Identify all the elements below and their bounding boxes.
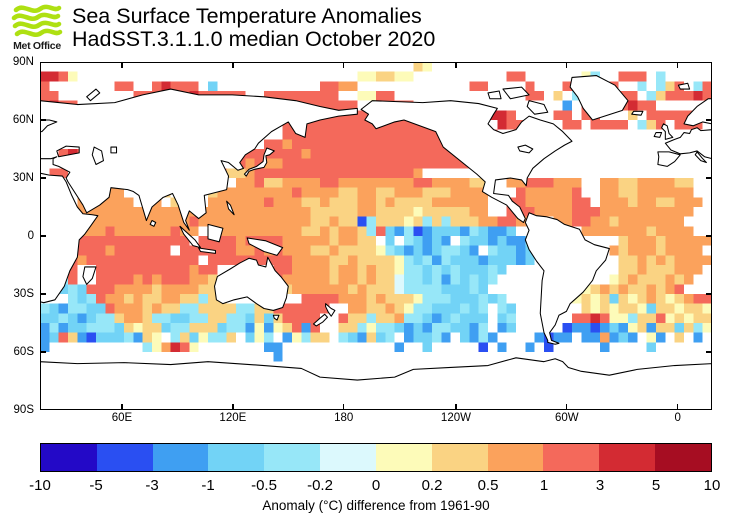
x-tick-label: 60E bbox=[111, 412, 133, 424]
x-tick-label: 120W bbox=[440, 412, 471, 424]
colorbar-caption: Anomaly (°C) difference from 1961-90 bbox=[262, 498, 490, 513]
met-office-logo: Met Office bbox=[8, 4, 66, 56]
colorbar-segment bbox=[599, 444, 656, 471]
land-ireland bbox=[653, 132, 663, 138]
y-tick-label: 30S bbox=[13, 288, 34, 300]
met-office-waves-icon bbox=[11, 4, 63, 37]
x-tick-label: 0 bbox=[674, 412, 681, 424]
y-axis-labels: 90N 60N 30N 0 30S 60S 90S bbox=[0, 56, 37, 416]
colorbar-tick-label: -0.2 bbox=[307, 477, 333, 494]
land-sumatra bbox=[179, 225, 202, 249]
colorbar-tick-label: -10 bbox=[29, 477, 51, 494]
land-greenland bbox=[569, 75, 629, 121]
y-tick-label: 30N bbox=[12, 171, 34, 184]
met-office-logo-text: Met Office bbox=[13, 40, 61, 52]
land-java bbox=[198, 247, 216, 254]
land-new-zealand-north bbox=[325, 303, 336, 317]
land-uk bbox=[661, 123, 674, 140]
colorbar-segment bbox=[96, 444, 153, 471]
colorbar-tick-label: 3 bbox=[595, 477, 605, 494]
colorbar-tick-label: 0 bbox=[371, 477, 381, 494]
land-north-america bbox=[360, 100, 573, 223]
y-tick-label: 90S bbox=[13, 404, 34, 416]
title-line-1: Sea Surface Temperature Anomalies bbox=[72, 4, 422, 28]
land-japan bbox=[243, 147, 275, 177]
land-tasmania bbox=[272, 314, 280, 321]
colorbar-tick-label: 5 bbox=[651, 477, 661, 494]
land-new-zealand-south bbox=[312, 313, 328, 327]
colorbar-segment bbox=[543, 444, 600, 471]
colorbar-segment bbox=[320, 444, 376, 471]
land-new-guinea bbox=[246, 237, 284, 256]
colorbar-tick-label: -5 bbox=[89, 477, 103, 494]
land-australia bbox=[214, 256, 289, 311]
colorbar bbox=[40, 443, 712, 472]
land-italy bbox=[694, 151, 707, 164]
title-line-2: HadSST.3.1.1.0 median October 2020 bbox=[72, 27, 436, 51]
colorbar-segment bbox=[152, 444, 209, 471]
colorbar-segment bbox=[264, 444, 321, 471]
colorbar-segment bbox=[655, 444, 711, 471]
y-tick-label: 0 bbox=[27, 230, 34, 242]
land-borneo bbox=[207, 223, 224, 243]
colorbar-tick-label: 0.2 bbox=[421, 477, 443, 494]
land-arctic-islands bbox=[86, 82, 691, 115]
colorbar-labels: -10 -5 -3 -1 -0.5 -0.2 0 0.2 0.5 1 3 5 10 bbox=[29, 477, 720, 495]
colorbar-segment bbox=[375, 444, 432, 471]
x-tick-label: 180 bbox=[334, 412, 354, 424]
land-iceland bbox=[631, 110, 644, 116]
land-sri-lanka bbox=[149, 220, 157, 227]
chart-title: Sea Surface Temperature Anomalies HadSST… bbox=[72, 5, 435, 51]
world-anomaly-map bbox=[40, 62, 712, 410]
y-tick-label: 60N bbox=[12, 114, 34, 126]
land-philippines bbox=[226, 200, 235, 216]
land-south-america bbox=[524, 212, 610, 345]
colorbar-tick-label: 0.5 bbox=[477, 477, 499, 494]
land-scandinavia bbox=[683, 98, 712, 127]
anomaly-grid bbox=[40, 62, 712, 362]
y-tick-label: 90N bbox=[12, 56, 34, 68]
colorbar-tick-label: -1 bbox=[201, 477, 215, 494]
colorbar-segment bbox=[208, 444, 265, 471]
land-europe-west bbox=[664, 127, 712, 160]
colorbar-tick-label: 1 bbox=[539, 477, 549, 494]
colorbar-segment bbox=[487, 444, 544, 471]
coastline-overlay bbox=[40, 75, 712, 410]
land-madagascar bbox=[82, 266, 97, 285]
y-tick-label: 60S bbox=[13, 345, 34, 358]
land-iberia bbox=[657, 151, 681, 167]
colorbar-segment bbox=[41, 444, 97, 471]
colorbar-segment bbox=[431, 444, 488, 471]
x-tick-label: 60W bbox=[555, 412, 579, 424]
land-eurasia bbox=[40, 88, 358, 231]
land-africa-east bbox=[40, 172, 99, 304]
colorbar-tick-label: -3 bbox=[145, 477, 159, 494]
x-tick-label: 120E bbox=[219, 412, 247, 424]
colorbar-tick-label: -0.5 bbox=[251, 477, 277, 494]
x-axis-labels: 60E 120E 180 120W 60W 0 bbox=[40, 412, 712, 428]
land-finland bbox=[40, 119, 58, 133]
colorbar-tick-label: 10 bbox=[703, 477, 721, 494]
land-antarctica bbox=[40, 357, 712, 410]
